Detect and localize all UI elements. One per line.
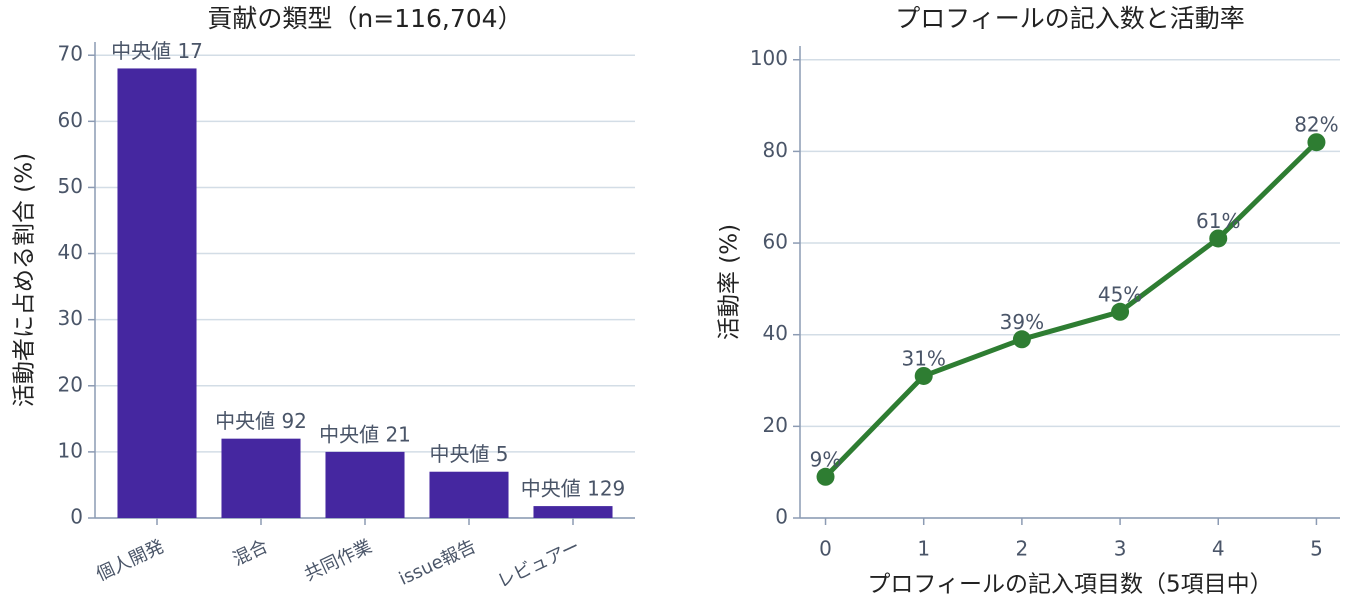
value-label: 45% [1098, 282, 1142, 306]
point [1209, 229, 1228, 248]
value-label: 61% [1196, 209, 1240, 233]
point [816, 467, 835, 486]
x-tick-label: レビュアー [494, 536, 583, 592]
y-tick-label: 40 [763, 321, 788, 345]
y-tick-label: 100 [750, 46, 788, 70]
line [823, 140, 1319, 479]
point [1307, 133, 1326, 152]
x-tick-label: issue報告 [396, 536, 479, 590]
y-tick-label: 70 [58, 42, 83, 66]
value-label: 9% [810, 447, 842, 471]
y-tick-label: 60 [58, 108, 83, 132]
bar [533, 506, 613, 518]
x-tick-label: 個人開発 [93, 536, 167, 585]
value-label: 39% [1000, 310, 1044, 334]
x-tick-label: 共同作業 [301, 536, 375, 585]
bar-annotation: 中央値 5 [429, 442, 508, 466]
x-axis-label: プロフィールの記入項目数（5項目中） [867, 572, 1272, 598]
point [914, 366, 933, 385]
y-axis-label: 活動者に占める割合 (%) [12, 153, 38, 407]
point [1111, 302, 1130, 321]
x-tick-label: 0 [819, 537, 832, 561]
y-axis-label: 活動率 (%) [717, 224, 743, 340]
y-tick-label: 20 [763, 413, 788, 437]
y-tick-label: 50 [58, 174, 83, 198]
y-tick-label: 0 [70, 505, 83, 529]
value-label: 31% [901, 346, 945, 370]
bar [325, 451, 405, 518]
value-label: 82% [1294, 113, 1338, 137]
y-tick-label: 40 [58, 240, 83, 264]
point [1012, 330, 1031, 349]
x-tick-label: 混合 [230, 536, 272, 570]
y-tick-label: 0 [775, 505, 788, 529]
bar [429, 471, 509, 518]
y-tick-label: 30 [58, 306, 83, 330]
y-tick-label: 80 [763, 138, 788, 162]
chart-title: プロフィールの記入数と活動率 [895, 4, 1245, 33]
bar-annotation: 中央値 17 [111, 39, 203, 63]
x-tick-label: 4 [1212, 537, 1225, 561]
x-tick-label: 1 [917, 537, 930, 561]
y-tick-label: 10 [58, 438, 83, 462]
bar [221, 438, 301, 518]
bar-annotation: 中央値 21 [319, 422, 411, 446]
x-tick-label: 5 [1310, 537, 1323, 561]
bar-annotation: 中央値 129 [521, 477, 626, 501]
x-tick-label: 2 [1016, 537, 1029, 561]
y-tick-label: 20 [58, 372, 83, 396]
bar-annotation: 中央値 92 [215, 409, 307, 433]
x-tick-label: 3 [1114, 537, 1127, 561]
y-tick-label: 60 [763, 230, 788, 254]
chart-title: 貢献の類型（n=116,704） [207, 4, 522, 33]
bar [117, 68, 197, 518]
